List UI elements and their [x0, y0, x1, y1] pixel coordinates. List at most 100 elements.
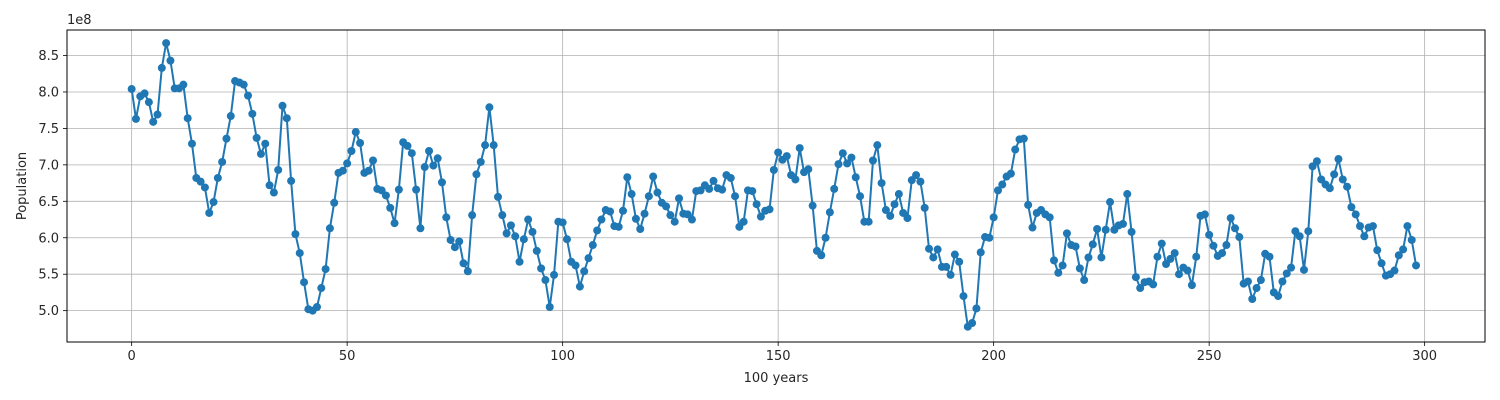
data-point — [1347, 203, 1356, 212]
data-point — [903, 214, 912, 223]
data-point — [1412, 261, 1421, 270]
data-point — [248, 109, 257, 118]
data-point — [782, 152, 791, 161]
data-point — [528, 227, 537, 236]
y-axis-label: Population — [15, 152, 30, 220]
data-point — [1097, 253, 1106, 262]
data-point — [606, 207, 615, 216]
x-tick-label: 50 — [339, 349, 356, 364]
x-tick-label: 300 — [1412, 349, 1437, 364]
data-point — [1274, 292, 1283, 301]
data-point — [166, 56, 175, 65]
data-point — [1235, 233, 1244, 242]
data-point — [381, 191, 390, 200]
data-point — [541, 276, 550, 285]
data-point — [1278, 277, 1287, 286]
data-point — [140, 89, 149, 98]
data-point — [825, 208, 834, 217]
data-point — [149, 117, 158, 126]
data-point — [670, 217, 679, 226]
data-point — [1231, 224, 1240, 233]
data-point — [631, 214, 640, 223]
data-point — [843, 159, 852, 168]
data-point — [808, 201, 817, 210]
data-point — [343, 159, 352, 168]
data-point — [282, 114, 291, 123]
data-point — [494, 192, 502, 201]
data-point — [256, 149, 265, 158]
data-point — [765, 205, 774, 214]
data-point — [205, 208, 214, 217]
data-point — [868, 156, 877, 165]
data-point — [916, 177, 925, 186]
data-point — [537, 264, 546, 273]
data-point — [1174, 270, 1183, 279]
data-point — [571, 261, 580, 270]
data-point — [437, 178, 446, 187]
data-point — [481, 141, 490, 150]
y-tick-label: 6.5 — [38, 195, 59, 210]
data-point — [1304, 227, 1313, 236]
data-point — [1205, 230, 1214, 239]
data-point — [222, 134, 231, 143]
data-point — [894, 190, 903, 199]
data-point — [338, 166, 347, 175]
data-point — [562, 235, 571, 244]
y-offset-label: 1e8 — [67, 13, 92, 28]
data-point — [929, 253, 938, 262]
data-point — [321, 265, 330, 274]
data-point — [407, 149, 416, 158]
data-point — [1299, 265, 1308, 274]
data-point — [209, 198, 218, 207]
data-point — [1187, 281, 1196, 290]
data-point — [213, 173, 222, 182]
data-point — [1166, 254, 1175, 263]
data-point — [511, 232, 520, 241]
data-point — [998, 180, 1007, 189]
data-point — [662, 202, 671, 211]
data-point — [269, 188, 278, 197]
data-point — [1024, 200, 1033, 209]
data-point — [558, 218, 567, 227]
data-point — [1084, 253, 1093, 262]
data-point — [968, 319, 977, 328]
data-point — [644, 192, 653, 201]
data-point — [489, 141, 498, 150]
data-point — [752, 200, 761, 209]
data-point — [347, 147, 356, 156]
data-point — [1011, 145, 1020, 154]
data-point — [390, 219, 399, 228]
data-point — [433, 154, 442, 163]
data-point — [218, 157, 227, 166]
data-point — [364, 166, 373, 175]
data-point — [265, 181, 274, 190]
data-point — [640, 209, 649, 218]
data-point — [420, 163, 429, 172]
data-point — [1394, 251, 1403, 260]
data-point — [675, 194, 684, 203]
data-point — [1118, 219, 1127, 228]
data-point — [925, 244, 934, 253]
data-point — [851, 173, 860, 182]
data-point — [972, 304, 981, 313]
data-point — [838, 149, 847, 158]
data-point — [226, 112, 235, 121]
data-point — [709, 176, 718, 185]
data-point — [519, 235, 528, 244]
data-point — [157, 63, 166, 72]
data-point — [756, 212, 765, 221]
data-point — [1338, 175, 1347, 184]
data-point — [580, 267, 589, 276]
data-point — [545, 303, 554, 312]
data-point — [498, 211, 507, 220]
data-point — [295, 249, 304, 258]
data-point — [356, 138, 365, 147]
data-point — [369, 156, 378, 165]
data-point — [1287, 263, 1296, 272]
data-point — [1390, 266, 1399, 275]
data-point — [1243, 277, 1252, 286]
data-point — [1360, 232, 1369, 241]
data-point — [774, 148, 783, 157]
data-point — [502, 229, 511, 238]
x-tick-label: 0 — [128, 349, 136, 364]
